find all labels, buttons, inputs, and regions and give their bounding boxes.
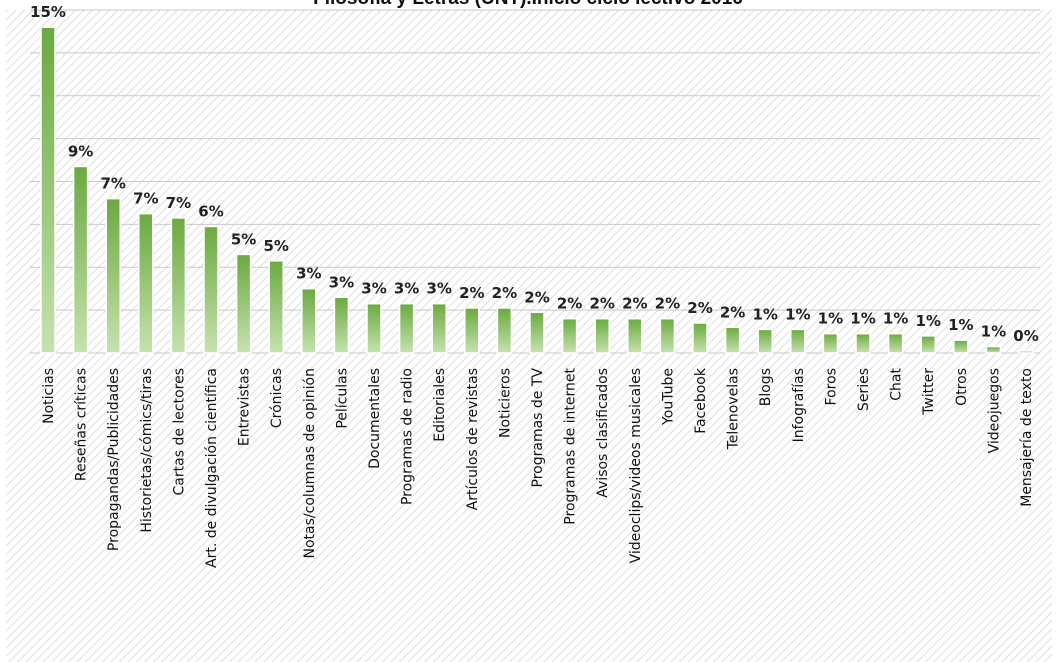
category-label: Notas/columnas de opinión <box>302 368 318 558</box>
bar <box>724 326 741 354</box>
category-label: Programas de internet <box>563 367 579 524</box>
value-label: 2% <box>655 295 680 313</box>
category-label: Noticieros <box>497 368 513 438</box>
value-label: 2% <box>687 299 712 317</box>
value-label: 2% <box>557 295 582 313</box>
bar <box>659 317 676 354</box>
bar <box>985 345 1002 354</box>
bar <box>887 332 904 354</box>
category-label: Crónicas <box>269 368 285 428</box>
value-label: 5% <box>263 237 288 255</box>
category-label: Noticias <box>41 368 57 424</box>
value-label: 2% <box>589 295 614 313</box>
value-label: 5% <box>231 230 256 248</box>
category-label: Entrevistas <box>237 368 253 446</box>
value-label: 1% <box>948 316 973 334</box>
value-label: 1% <box>752 305 777 323</box>
category-label: Programas de radio <box>400 368 416 505</box>
category-label: Documentales <box>367 368 383 469</box>
value-label: 6% <box>198 203 223 221</box>
category-label: YouTube <box>660 368 676 426</box>
bar <box>627 317 643 354</box>
bar <box>692 322 708 354</box>
gridlines <box>30 9 1040 354</box>
bar <box>757 328 773 354</box>
bar <box>170 217 187 354</box>
bar <box>301 287 317 354</box>
bar <box>855 332 871 354</box>
value-label: 3% <box>426 280 451 298</box>
bar <box>40 26 56 354</box>
value-label: 1% <box>818 310 843 328</box>
category-label: Editoriales <box>432 368 448 442</box>
bar <box>464 307 480 354</box>
category-label: Programas de TV <box>530 368 546 488</box>
value-label: 7% <box>166 194 191 212</box>
category-label: Videoclips/videos musicales <box>628 368 644 563</box>
category-label: Reseñas críticas <box>74 368 90 481</box>
bar <box>203 225 219 354</box>
bar <box>268 260 284 354</box>
category-labels: Noticias Reseñas críticas Propagandas/Publ… <box>41 367 1035 568</box>
category-label: Blogs <box>758 368 774 406</box>
category-label: Telenovelas <box>726 368 742 450</box>
category-label: Historietas/cómics/tiras <box>139 368 155 533</box>
value-label: 15% <box>30 3 66 21</box>
bar <box>398 302 415 354</box>
category-label: Art. de divulgación científica <box>204 368 220 568</box>
value-labels: 15% 9% 7% 7% 7% 6% 5% 5% 3% 3% 3% 3% 3% 2% 2% 2% 2% 2% 2% 2… <box>30 3 1039 345</box>
bar <box>333 296 350 354</box>
value-label: 2% <box>622 295 647 313</box>
value-label: 3% <box>361 280 386 298</box>
value-label: 2% <box>524 288 549 306</box>
bar <box>431 302 447 354</box>
value-label: 3% <box>296 265 321 283</box>
category-label: Foros <box>823 368 839 405</box>
category-label: Mensajería de texto <box>1019 368 1035 507</box>
bar <box>366 302 382 354</box>
value-label: 1% <box>883 310 908 328</box>
value-label: 2% <box>492 284 517 302</box>
bar <box>953 339 969 354</box>
value-label: 0% <box>1013 327 1038 345</box>
category-label: Cartas de lectores <box>171 368 187 495</box>
bar <box>72 165 89 354</box>
bar <box>1018 350 1034 354</box>
value-label: 2% <box>459 284 484 302</box>
bar <box>561 317 578 354</box>
chart-title: Filosofía y Letras (UNT).Inicio ciclo le… <box>0 0 1056 12</box>
category-label: Avisos clasificados <box>595 368 611 498</box>
bar <box>920 335 936 354</box>
category-label: Facebook <box>693 367 709 434</box>
category-label: Propagandas/Publicidades <box>106 368 122 551</box>
value-label: 1% <box>785 305 810 323</box>
bar <box>235 253 252 354</box>
category-label: Videojuegos <box>986 368 1002 453</box>
category-label: Infografías <box>791 368 807 442</box>
bar <box>790 328 806 354</box>
bar <box>138 212 154 354</box>
bar <box>594 317 610 354</box>
value-label: 3% <box>394 280 419 298</box>
value-label: 1% <box>915 312 940 330</box>
category-label: Otros <box>954 368 970 406</box>
bar <box>105 197 121 354</box>
bars <box>40 26 1034 354</box>
bar <box>822 332 839 354</box>
value-label: 7% <box>133 190 158 208</box>
value-label: 1% <box>981 323 1006 341</box>
category-label: Artículos de revistas <box>465 368 481 510</box>
value-label: 7% <box>100 175 125 193</box>
value-label: 1% <box>850 310 875 328</box>
category-label: Chat <box>889 367 905 400</box>
category-label: Twitter <box>921 368 937 416</box>
bar <box>529 311 545 354</box>
value-label: 2% <box>720 303 745 321</box>
bar <box>496 307 513 354</box>
value-label: 9% <box>68 142 93 160</box>
value-label: 3% <box>329 273 354 291</box>
category-label: Películas <box>334 368 350 429</box>
category-label: Series <box>856 368 872 411</box>
